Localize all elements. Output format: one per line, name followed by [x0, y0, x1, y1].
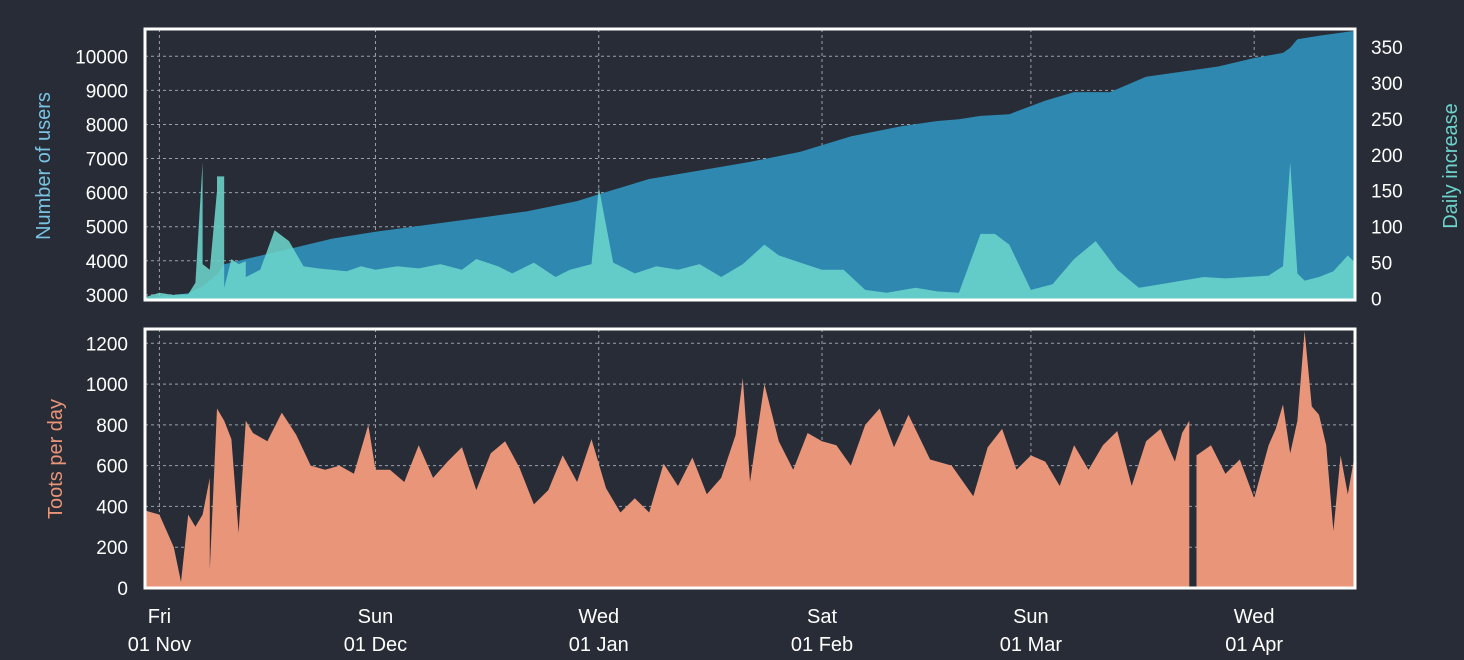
y-tick-label: 50: [1371, 254, 1392, 275]
x-tick-date: 01 Feb: [791, 634, 853, 656]
users-panel-frame: [143, 27, 1357, 302]
y-tick-label: 6000: [86, 184, 128, 205]
users-axis-title: Number of users: [33, 92, 55, 240]
x-tick-weekday: Sun: [358, 606, 394, 628]
y-tick-label: 7000: [86, 150, 128, 171]
y-tick-label: 200: [1371, 146, 1403, 167]
x-tick-weekday: Wed: [1234, 606, 1275, 628]
y-tick-label: 1000: [86, 375, 128, 396]
y-tick-label: 350: [1371, 38, 1403, 59]
x-tick-date: 01 Nov: [128, 634, 191, 656]
y-tick-label: 3000: [86, 286, 128, 307]
y-tick-label: 250: [1371, 110, 1403, 131]
y-tick-label: 9000: [86, 81, 128, 102]
x-tick-weekday: Sat: [807, 606, 837, 628]
x-tick-date: 01 Mar: [1000, 634, 1063, 656]
toots-axis-title: Toots per day: [45, 399, 67, 519]
y-tick-label: 0: [117, 579, 128, 600]
y-tick-label: 100: [1371, 218, 1403, 239]
y-tick-label: 800: [96, 416, 128, 437]
daily-increase-area: [145, 162, 1355, 300]
y-tick-label: 1200: [86, 334, 128, 355]
y-tick-label: 8000: [86, 115, 128, 136]
users-area: [145, 30, 1355, 300]
date-axis: Fri 01 Nov Sun 01 Dec Wed 01 Jan Sat 01 Feb Sun 0…: [128, 606, 1284, 656]
users-y-ticks: 3000 4000 5000 6000 7000 8000 9000 10000: [75, 47, 128, 307]
daily-increase-y-ticks: 0 50 100 150 200 250 300 350: [1371, 38, 1403, 311]
toots-panel: 0 200 400 600 800 1000 1200 Toots per day: [45, 327, 1357, 600]
users-panel: 3000 4000 5000 6000 7000 8000 9000 10000 0 50 100…: [33, 27, 1462, 311]
y-tick-label: 600: [96, 457, 128, 478]
y-tick-label: 5000: [86, 218, 128, 239]
toots-area: [145, 331, 1355, 588]
toots-panel-frame: [143, 327, 1357, 590]
x-tick-date: 01 Jan: [569, 634, 629, 656]
y-tick-label: 0: [1371, 290, 1382, 311]
y-tick-label: 400: [96, 497, 128, 518]
x-tick-date: 01 Apr: [1225, 634, 1283, 656]
y-tick-label: 200: [96, 538, 128, 559]
x-tick-weekday: Sun: [1013, 606, 1049, 628]
x-tick-date: 01 Dec: [344, 634, 407, 656]
y-tick-label: 300: [1371, 74, 1403, 95]
y-tick-label: 150: [1371, 182, 1403, 203]
x-tick-weekday: Fri: [148, 606, 171, 628]
y-tick-label: 10000: [75, 47, 128, 68]
y-tick-label: 4000: [86, 252, 128, 273]
daily-increase-axis-title: Daily increase: [1440, 103, 1462, 229]
toots-y-ticks: 0 200 400 600 800 1000 1200: [86, 334, 128, 600]
x-tick-weekday: Wed: [578, 606, 619, 628]
